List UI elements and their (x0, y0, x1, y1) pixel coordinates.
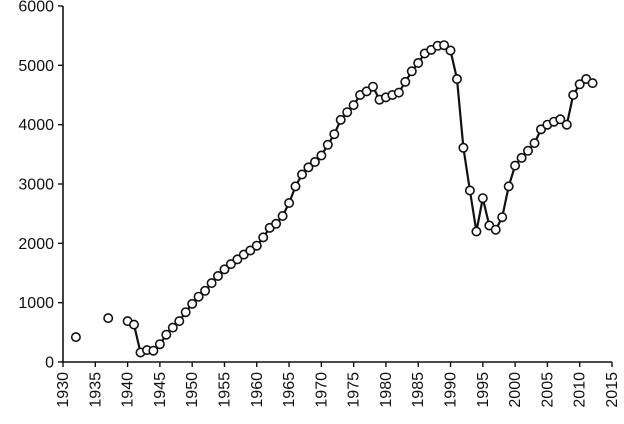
x-tick-label: 2005 (539, 372, 556, 408)
data-point (103, 313, 114, 324)
data-point (413, 57, 424, 68)
data-point (342, 107, 353, 118)
data-point (284, 198, 295, 209)
data-point (129, 319, 140, 330)
data-point (400, 76, 411, 87)
y-tick-label: 0 (45, 355, 54, 372)
x-tick-label: 1965 (281, 372, 298, 408)
x-tick-label: 2010 (572, 372, 589, 408)
data-point (439, 40, 450, 51)
x-tick-label: 1950 (184, 372, 201, 408)
data-point (477, 193, 488, 204)
x-tick-label: 1935 (87, 372, 104, 408)
data-point (497, 212, 508, 223)
data-point (503, 181, 514, 192)
data-point (348, 100, 359, 111)
data-point (510, 160, 521, 171)
data-point (574, 79, 585, 90)
data-point (361, 86, 372, 97)
x-tick-label: 1955 (216, 372, 233, 408)
data-point (290, 181, 301, 192)
y-tick-label: 2000 (18, 236, 54, 253)
data-point (232, 254, 243, 265)
data-point (316, 150, 327, 161)
data-point (406, 66, 417, 77)
x-tick-label: 1970 (313, 372, 330, 408)
data-point (258, 232, 269, 243)
data-point (490, 224, 501, 235)
data-point (277, 211, 288, 222)
tick-labels: 0 1000 2000 3000 4000 5000 6000 1930 1935 1940 194… (18, 0, 621, 408)
data-point (451, 74, 462, 85)
data-point (309, 157, 320, 168)
x-tick-label: 1985 (410, 372, 427, 408)
data-point (561, 119, 572, 130)
data-point (522, 145, 533, 156)
x-tick-label: 1930 (55, 372, 72, 408)
axes (58, 5, 613, 367)
y-tick-label: 1000 (18, 295, 54, 312)
data-point (303, 162, 314, 173)
data-point (471, 226, 482, 237)
data-point (206, 278, 217, 289)
data-point (70, 332, 81, 343)
data-point (555, 114, 566, 125)
data-point (393, 87, 404, 98)
x-tick-label: 1995 (475, 372, 492, 408)
x-tick-label: 2015 (604, 372, 621, 408)
data-point (367, 81, 378, 92)
data-point (335, 114, 346, 125)
y-tick-label: 3000 (18, 177, 54, 194)
plot-area (70, 40, 598, 358)
data-point (329, 129, 340, 140)
x-tick-label: 1975 (346, 372, 363, 408)
x-tick-label: 1945 (152, 372, 169, 408)
data-point (167, 322, 178, 333)
x-tick-label: 1990 (443, 372, 460, 408)
data-point (180, 307, 191, 318)
x-tick-label: 2000 (507, 372, 524, 408)
y-tick-label: 5000 (18, 58, 54, 75)
data-point (187, 298, 198, 309)
y-tick-label: 4000 (18, 117, 54, 134)
data-point (445, 45, 456, 56)
data-point (535, 124, 546, 135)
data-point (322, 139, 333, 150)
data-point (213, 270, 224, 281)
data-point (219, 264, 230, 275)
data-point (464, 185, 475, 196)
data-point (568, 90, 579, 101)
data-point (458, 142, 469, 153)
data-point (529, 138, 540, 149)
x-tick-label: 1960 (249, 372, 266, 408)
data-point (193, 291, 204, 302)
data-point (516, 152, 527, 163)
data-point (271, 218, 282, 229)
y-tick-label: 6000 (18, 0, 54, 16)
x-tick-label: 1980 (378, 372, 395, 408)
data-point (154, 339, 165, 350)
x-tick-label: 1940 (120, 372, 137, 408)
data-point (251, 240, 262, 251)
data-point (587, 78, 598, 89)
data-point (148, 345, 159, 356)
data-point (174, 316, 185, 327)
data-point (245, 245, 256, 256)
data-point (225, 259, 236, 270)
data-point (296, 169, 307, 180)
data-point (200, 285, 211, 296)
data-point (161, 329, 172, 340)
